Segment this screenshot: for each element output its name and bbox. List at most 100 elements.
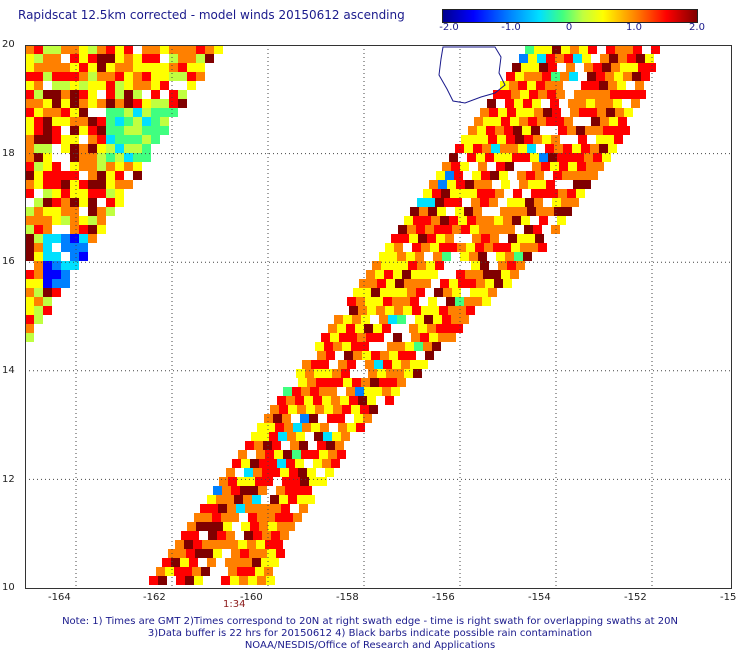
wind-cell	[467, 279, 476, 288]
wind-cell	[338, 360, 347, 369]
wind-cell	[354, 414, 363, 423]
lat-label-12: 12	[2, 474, 15, 485]
wind-cell	[299, 504, 308, 513]
wind-cell	[34, 252, 43, 261]
wind-cell	[637, 90, 646, 99]
wind-cell	[523, 252, 532, 261]
wind-cell	[70, 198, 79, 207]
wind-cell	[97, 225, 106, 234]
wind-cell	[300, 414, 309, 423]
wind-cell	[498, 261, 507, 270]
wind-cell	[43, 198, 52, 207]
wind-cell	[434, 225, 443, 234]
wind-cell	[303, 486, 312, 495]
wind-cell	[249, 486, 258, 495]
wind-cell	[342, 405, 351, 414]
wind-cell	[531, 126, 540, 135]
wind-difference-map[interactable]	[25, 45, 732, 589]
wind-cell	[292, 450, 301, 459]
wind-cell	[352, 378, 361, 387]
wind-cell	[243, 558, 252, 567]
wind-cell	[238, 540, 247, 549]
wind-cell	[88, 90, 97, 99]
wind-cell	[419, 207, 428, 216]
wind-cell	[503, 216, 512, 225]
wind-cell	[79, 90, 88, 99]
wind-cell	[545, 207, 554, 216]
wind-cell	[478, 252, 487, 261]
wind-cell	[200, 504, 209, 513]
wind-cell	[564, 54, 573, 63]
wind-cell	[383, 360, 392, 369]
wind-cell	[162, 558, 171, 567]
wind-cell	[334, 315, 343, 324]
wind-cell	[52, 72, 61, 81]
wind-cell	[560, 72, 569, 81]
wind-cell	[239, 576, 248, 585]
wind-cell	[493, 243, 502, 252]
wind-cell	[596, 135, 605, 144]
wind-cell	[178, 45, 187, 54]
wind-cell	[500, 207, 509, 216]
wind-cell	[594, 126, 603, 135]
wind-cell	[488, 135, 497, 144]
wind-cell	[399, 261, 408, 270]
wind-cell	[288, 405, 297, 414]
wind-cell	[187, 81, 196, 90]
wind-cell	[25, 279, 34, 288]
wind-cell	[271, 531, 280, 540]
wind-cell	[576, 126, 585, 135]
wind-cell	[43, 288, 52, 297]
wind-cell	[494, 153, 503, 162]
wind-cell	[178, 99, 187, 108]
wind-cell	[316, 378, 325, 387]
wind-cell	[34, 306, 43, 315]
wind-cell	[347, 423, 356, 432]
wind-cell	[252, 558, 261, 567]
wind-cell	[487, 99, 496, 108]
wind-cell	[369, 405, 378, 414]
wind-cell	[229, 540, 238, 549]
wind-cell	[133, 108, 142, 117]
wind-cell	[25, 243, 34, 252]
wind-cell	[527, 81, 536, 90]
wind-cell	[253, 531, 262, 540]
wind-cell	[331, 396, 340, 405]
wind-cell	[535, 234, 544, 243]
wind-cell	[375, 270, 384, 279]
wind-cell	[476, 279, 485, 288]
wind-cell	[25, 99, 34, 108]
wind-cell	[115, 108, 124, 117]
wind-cell	[106, 189, 115, 198]
wind-cell	[401, 297, 410, 306]
wind-cell	[43, 180, 52, 189]
lat-label-14: 14	[2, 365, 15, 376]
wind-cell	[370, 378, 379, 387]
wind-cell	[479, 225, 488, 234]
wind-cell	[528, 117, 537, 126]
wind-cell	[317, 441, 326, 450]
wind-cell	[106, 144, 115, 153]
wind-cell	[432, 342, 441, 351]
wind-cell	[445, 171, 454, 180]
wind-cell	[494, 216, 503, 225]
wind-cell	[359, 279, 368, 288]
wind-cell	[448, 306, 457, 315]
wind-cell	[314, 369, 323, 378]
wind-cell	[541, 162, 550, 171]
wind-cell	[469, 252, 478, 261]
wind-cell	[580, 171, 589, 180]
wind-cell	[25, 225, 34, 234]
wind-cell	[213, 549, 222, 558]
wind-cell	[608, 144, 617, 153]
wind-cell	[383, 297, 392, 306]
wind-cell	[514, 252, 523, 261]
wind-cell	[301, 450, 310, 459]
wind-cell	[520, 243, 529, 252]
wind-cell	[52, 288, 61, 297]
wind-cell	[124, 135, 133, 144]
wind-cell	[124, 54, 133, 63]
wind-cell	[422, 279, 431, 288]
wind-cell	[310, 450, 319, 459]
wind-cell	[43, 99, 52, 108]
